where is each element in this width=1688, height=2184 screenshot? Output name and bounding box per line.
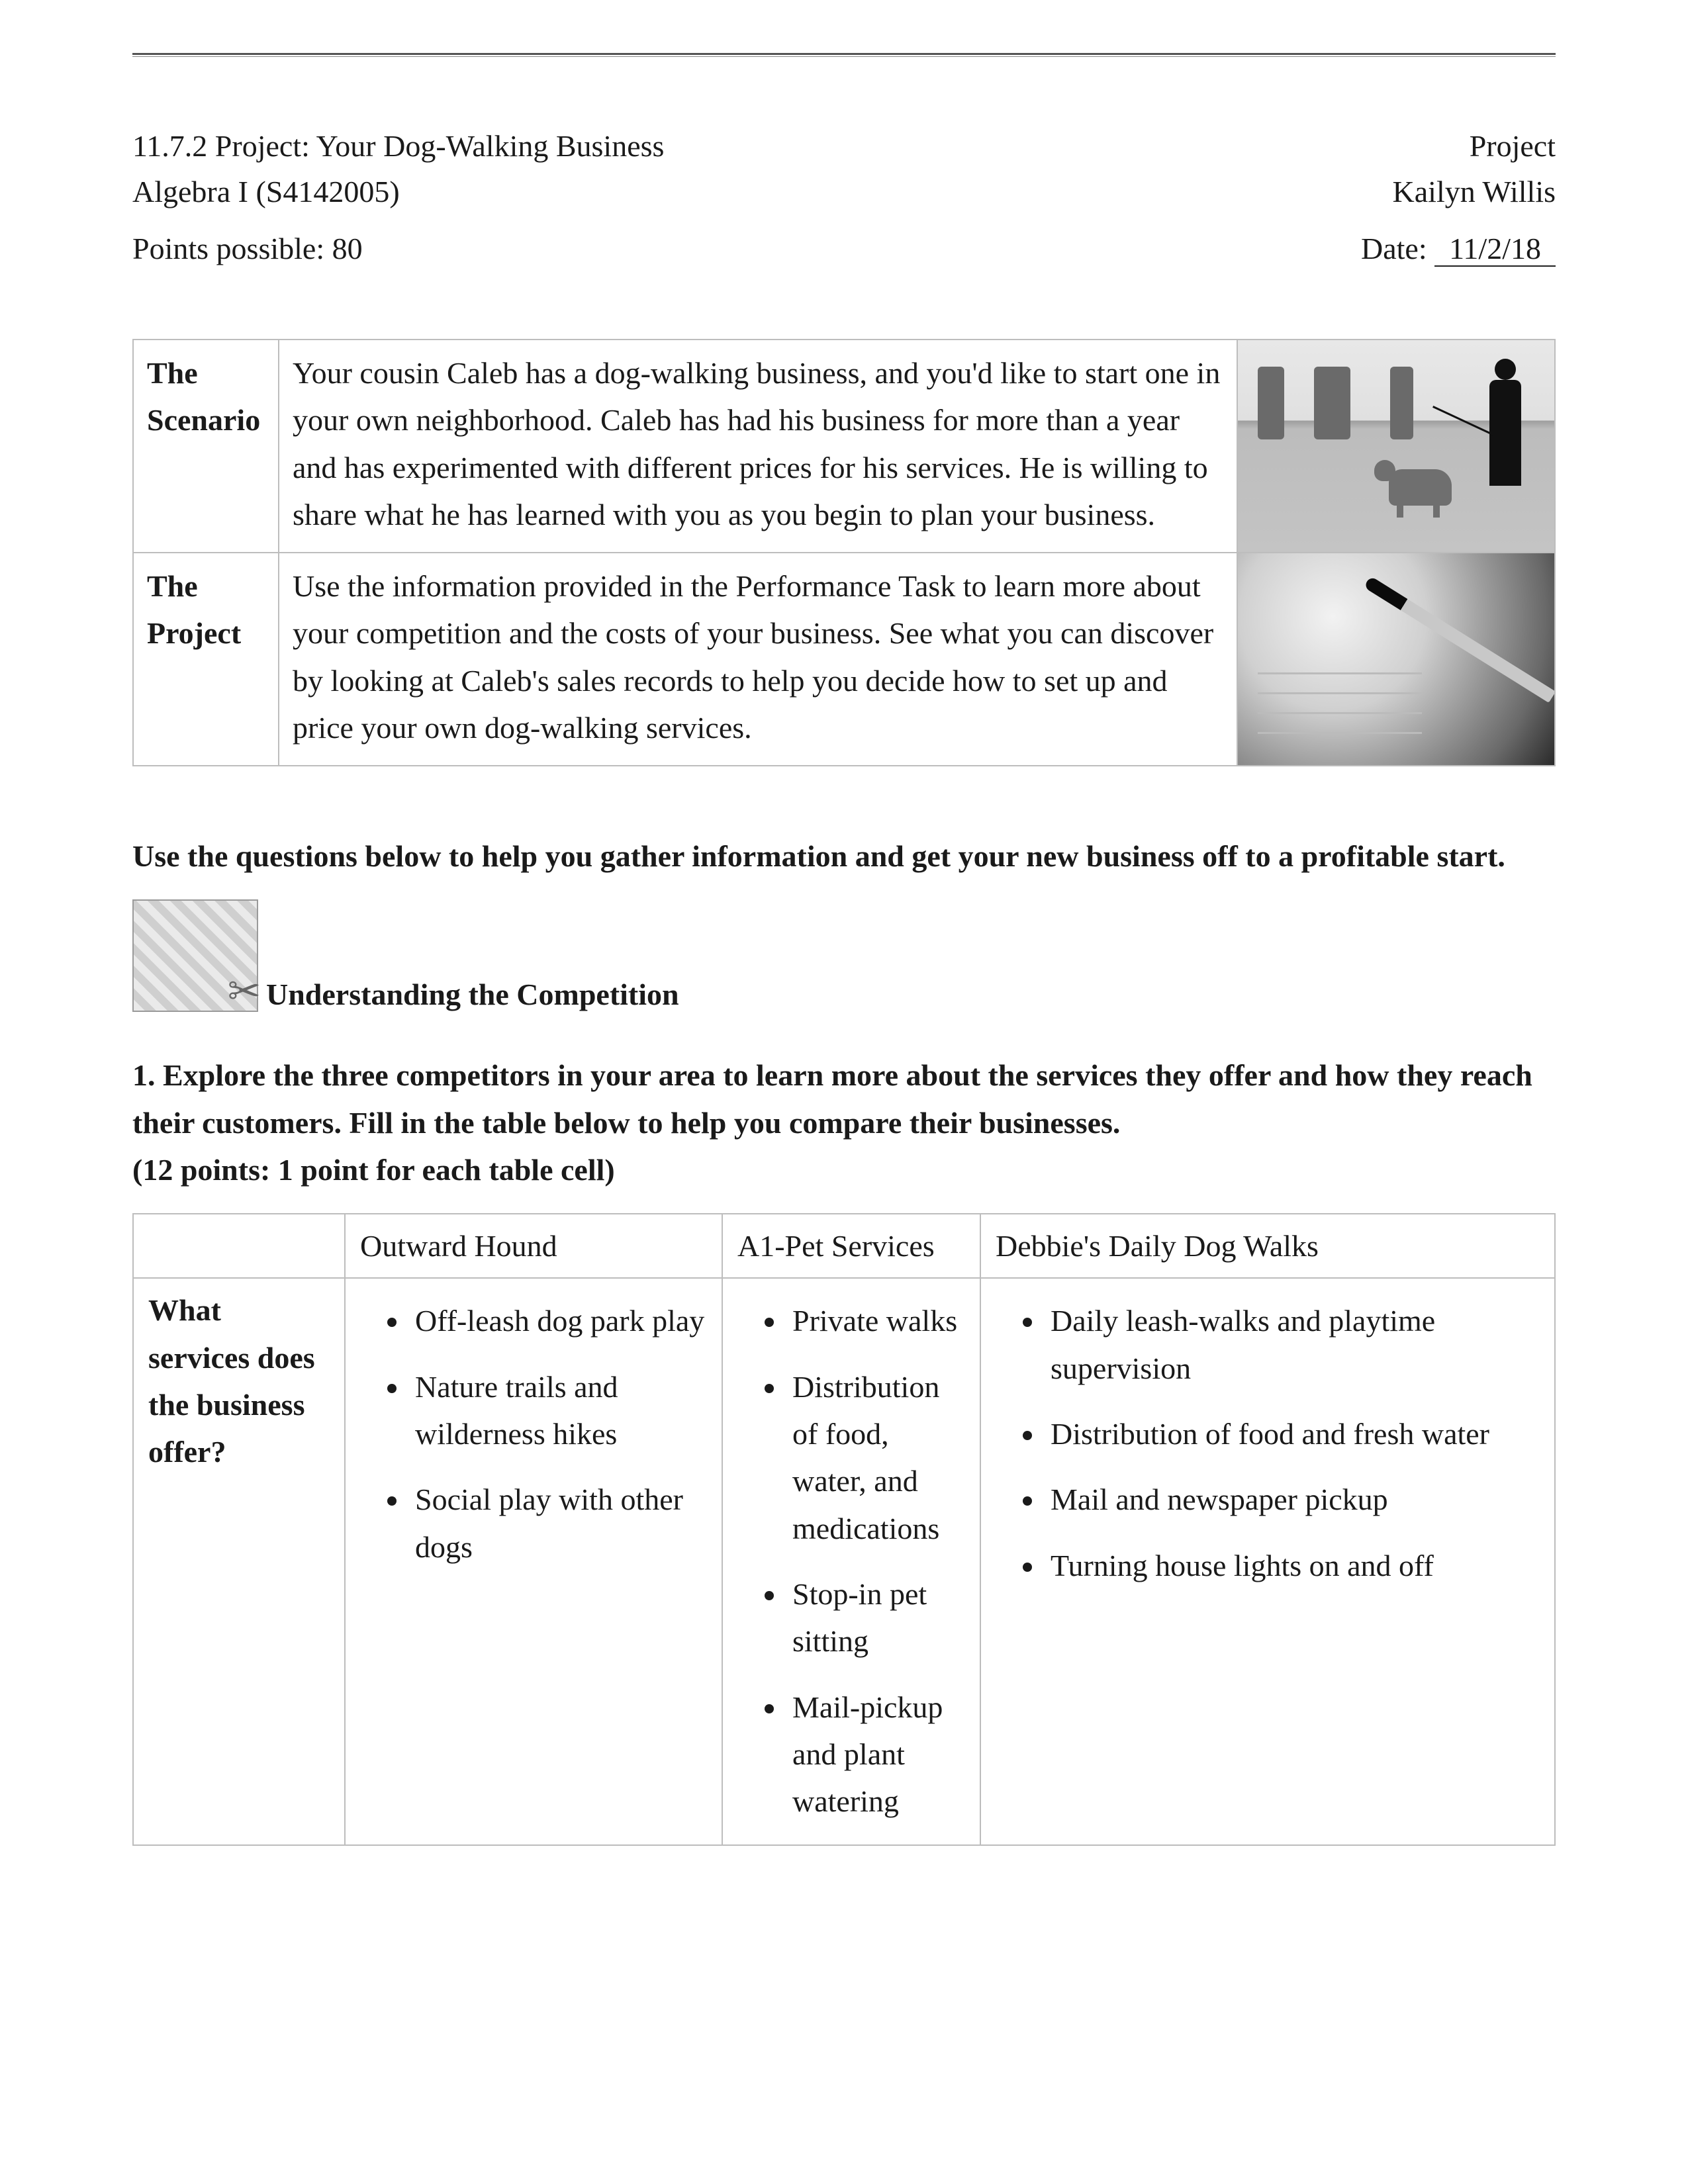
points-possible: Points possible: 80 bbox=[132, 231, 363, 266]
newspaper-clipping-icon: ✂ bbox=[132, 899, 258, 1012]
competitor-1-services: Off-leash dog park play Nature trails an… bbox=[345, 1278, 722, 1845]
table-row: What services does the business offer? O… bbox=[133, 1278, 1555, 1845]
list-item: Off-leash dog park play bbox=[410, 1291, 707, 1356]
date-value: 11/2/18 bbox=[1434, 232, 1556, 267]
table-row: Outward Hound A1-Pet Services Debbie's D… bbox=[133, 1214, 1555, 1278]
list-item: Distribution of food, water, and medicat… bbox=[787, 1357, 965, 1564]
competitor-2-name: A1-Pet Services bbox=[722, 1214, 980, 1278]
empty-header bbox=[133, 1214, 345, 1278]
course-name: Algebra I (S4142005) bbox=[132, 169, 400, 214]
scenario-image-cell bbox=[1237, 340, 1555, 553]
top-rule bbox=[132, 53, 1556, 57]
table-row: The Project Use the information provided… bbox=[133, 553, 1555, 766]
section-heading-row: ✂ Understanding the Competition bbox=[132, 899, 1556, 1012]
competitor-2-services: Private walks Distribution of food, wate… bbox=[722, 1278, 980, 1845]
list-item: Mail and newspaper pickup bbox=[1045, 1469, 1540, 1535]
list-item: Nature trails and wilderness hikes bbox=[410, 1357, 707, 1470]
list-item: Private walks bbox=[787, 1291, 965, 1356]
dog-walking-image bbox=[1238, 340, 1554, 552]
notebook-image bbox=[1238, 553, 1554, 765]
project-image-cell bbox=[1237, 553, 1555, 766]
project-title: 11.7.2 Project: Your Dog-Walking Busines… bbox=[132, 123, 664, 169]
competitor-1-name: Outward Hound bbox=[345, 1214, 722, 1278]
competitor-3-services: Daily leash-walks and playtime supervisi… bbox=[980, 1278, 1555, 1845]
instructions-text: Use the questions below to help you gath… bbox=[132, 833, 1556, 880]
list-item: Mail-pickup and plant watering bbox=[787, 1677, 965, 1837]
competitors-table: Outward Hound A1-Pet Services Debbie's D… bbox=[132, 1213, 1556, 1846]
question-1-points: (12 points: 1 point for each table cell) bbox=[132, 1146, 1556, 1193]
points-date-row: Points possible: 80 Date: 11/2/18 bbox=[132, 231, 1556, 266]
project-label-cell: The Project bbox=[133, 553, 279, 766]
section-title: Understanding the Competition bbox=[266, 977, 679, 1012]
scenario-table: The Scenario Your cousin Caleb has a dog… bbox=[132, 339, 1556, 766]
competitor-3-name: Debbie's Daily Dog Walks bbox=[980, 1214, 1555, 1278]
list-item: Daily leash-walks and playtime supervisi… bbox=[1045, 1291, 1540, 1404]
date-label: Date: bbox=[1361, 232, 1427, 265]
date-field: Date: 11/2/18 bbox=[1361, 231, 1556, 266]
page: 11.7.2 Project: Your Dog-Walking Busines… bbox=[0, 0, 1688, 2184]
list-item: Turning house lights on and off bbox=[1045, 1535, 1540, 1601]
services-row-label: What services does the business offer? bbox=[133, 1278, 345, 1845]
project-label: Project bbox=[1470, 123, 1556, 169]
project-text: Use the information provided in the Perf… bbox=[279, 553, 1237, 766]
scenario-label: The Scenario bbox=[133, 340, 279, 553]
list-item: Social play with other dogs bbox=[410, 1469, 707, 1582]
list-item: Stop-in pet sitting bbox=[787, 1564, 965, 1677]
scissors-icon: ✂ bbox=[228, 968, 261, 1015]
question-1-text: 1. Explore the three competitors in your… bbox=[132, 1052, 1556, 1146]
student-name: Kailyn Willis bbox=[1393, 169, 1556, 214]
question-1: 1. Explore the three competitors in your… bbox=[132, 1052, 1556, 1193]
scenario-text: Your cousin Caleb has a dog-walking busi… bbox=[279, 340, 1237, 553]
table-row: The Scenario Your cousin Caleb has a dog… bbox=[133, 340, 1555, 553]
list-item: Distribution of food and fresh water bbox=[1045, 1404, 1540, 1469]
document-header: 11.7.2 Project: Your Dog-Walking Busines… bbox=[132, 123, 1556, 214]
